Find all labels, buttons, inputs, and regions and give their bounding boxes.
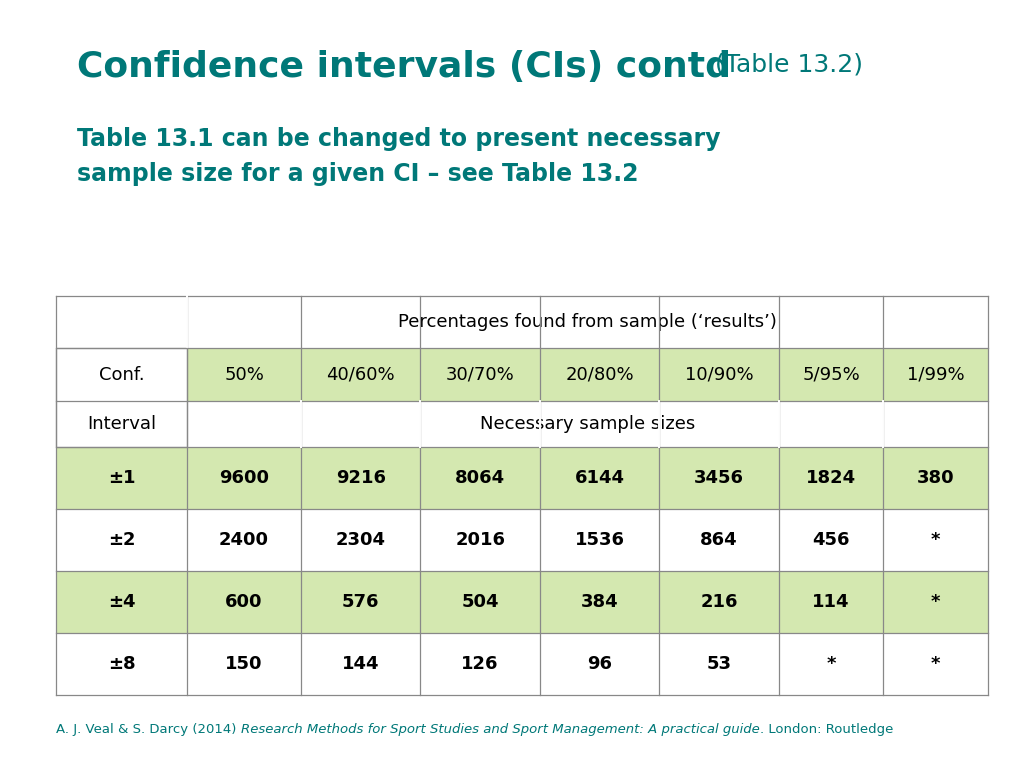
Text: 53: 53 — [707, 655, 731, 673]
Text: 50%: 50% — [224, 366, 264, 384]
Text: ±2: ±2 — [108, 531, 135, 549]
Text: (Table 13.2): (Table 13.2) — [707, 52, 862, 76]
Text: 9216: 9216 — [336, 469, 386, 488]
Text: 5/95%: 5/95% — [802, 366, 860, 384]
Text: 216: 216 — [700, 593, 738, 611]
Text: Percentages found from sample (‘results’): Percentages found from sample (‘results’… — [398, 313, 777, 331]
Text: 40/60%: 40/60% — [327, 366, 395, 384]
Text: 1536: 1536 — [574, 531, 625, 549]
Text: 30/70%: 30/70% — [445, 366, 514, 384]
Text: 384: 384 — [581, 593, 618, 611]
Text: 2400: 2400 — [219, 531, 269, 549]
Text: ±1: ±1 — [108, 469, 135, 488]
Text: 504: 504 — [462, 593, 499, 611]
Text: 8064: 8064 — [455, 469, 505, 488]
Text: *: * — [931, 593, 941, 611]
Text: Conf.: Conf. — [99, 366, 144, 384]
Text: Research Methods for Sport Studies and Sport Management: A practical guide: Research Methods for Sport Studies and S… — [241, 723, 760, 736]
Text: 3456: 3456 — [694, 469, 744, 488]
Text: 114: 114 — [812, 593, 850, 611]
Text: 456: 456 — [812, 531, 850, 549]
Text: 150: 150 — [225, 655, 263, 673]
Text: 2016: 2016 — [455, 531, 505, 549]
Text: 126: 126 — [462, 655, 499, 673]
Text: 96: 96 — [587, 655, 612, 673]
Text: Interval: Interval — [87, 415, 157, 433]
Text: 1/99%: 1/99% — [907, 366, 965, 384]
Text: *: * — [931, 531, 941, 549]
Text: 576: 576 — [342, 593, 380, 611]
Text: Confidence intervals (CIs) contd: Confidence intervals (CIs) contd — [77, 50, 731, 84]
Text: 600: 600 — [225, 593, 263, 611]
Text: Table 13.1 can be changed to present necessary
sample size for a given CI – see : Table 13.1 can be changed to present nec… — [77, 127, 720, 186]
Text: *: * — [826, 655, 836, 673]
Text: 144: 144 — [342, 655, 380, 673]
Text: ±4: ±4 — [108, 593, 135, 611]
Text: ±8: ±8 — [108, 655, 135, 673]
Text: 20/80%: 20/80% — [565, 366, 634, 384]
Text: 864: 864 — [700, 531, 738, 549]
Text: *: * — [931, 655, 941, 673]
Text: 6144: 6144 — [574, 469, 625, 488]
Text: 10/90%: 10/90% — [685, 366, 754, 384]
Text: 2304: 2304 — [336, 531, 386, 549]
Text: Necessary sample sizes: Necessary sample sizes — [480, 415, 695, 433]
Text: 9600: 9600 — [219, 469, 269, 488]
Text: 380: 380 — [918, 469, 954, 488]
Text: 1824: 1824 — [806, 469, 856, 488]
Text: A. J. Veal & S. Darcy (2014): A. J. Veal & S. Darcy (2014) — [56, 723, 241, 736]
Text: . London: Routledge: . London: Routledge — [760, 723, 893, 736]
